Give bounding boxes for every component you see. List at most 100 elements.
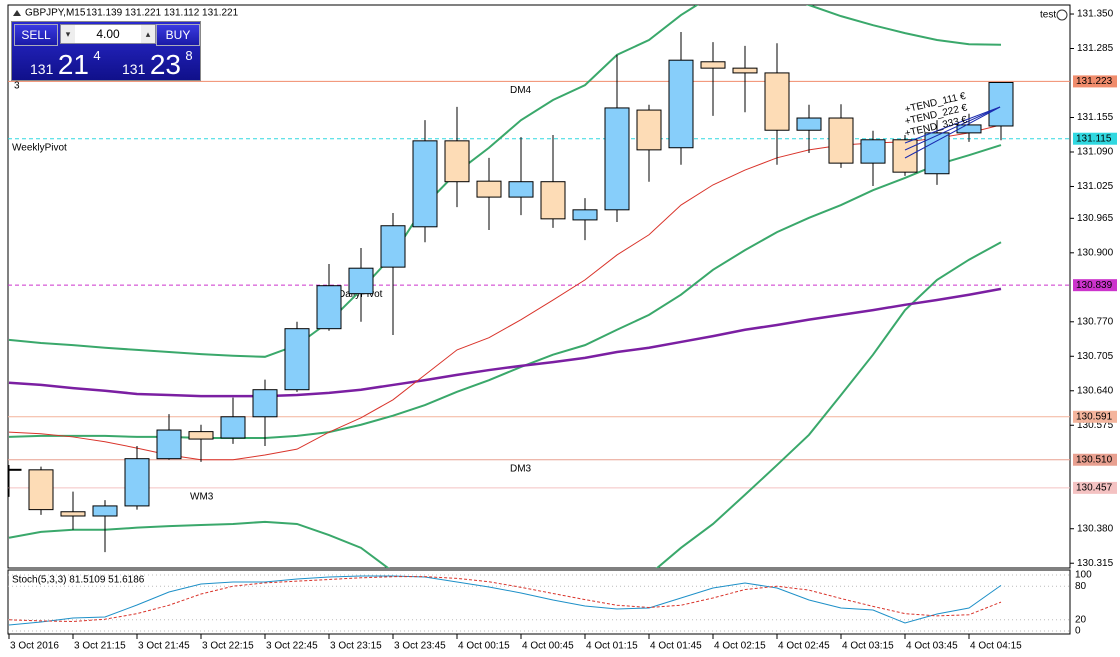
y-tick-label: 130.380	[1077, 523, 1114, 534]
level-label-box	[1073, 75, 1117, 88]
y-tick-label: 131.285	[1077, 43, 1114, 54]
candle-body	[892, 139, 918, 173]
x-tick-label: 3 Oct 21:45	[138, 641, 190, 652]
expert-icon[interactable]	[1056, 9, 1068, 21]
axes: 131.350 131.285 131.155 131.090 131.025 130.9…	[8, 9, 1117, 652]
lot-down[interactable]: ▾	[61, 25, 75, 43]
sell-big-figure: 131	[30, 61, 54, 77]
buy-pips: 23	[149, 49, 181, 80]
level-label-box	[1073, 279, 1117, 292]
sell-price[interactable]: 131 21 4	[30, 48, 101, 81]
candle-body	[188, 431, 214, 440]
x-tick-label: 3 Oct 21:15	[74, 641, 126, 652]
y-tick-label: 100	[1075, 570, 1092, 581]
level-label-box	[1073, 481, 1117, 494]
level-label: 130.591	[1076, 411, 1113, 422]
candle-body	[604, 107, 630, 211]
candle-body	[732, 67, 758, 74]
level-label: 130.457	[1076, 483, 1113, 494]
y-tick-label: 130.315	[1077, 558, 1114, 569]
candle-body	[92, 505, 118, 517]
indicator-line	[8, 5, 1002, 358]
sell-pips: 21	[57, 49, 89, 80]
level-label-box	[1073, 410, 1117, 423]
y-tick-label: 20	[1075, 614, 1087, 625]
x-tick-label: 4 Oct 01:15	[586, 641, 638, 652]
lot-input[interactable]: ▾ 4.00 ▴	[60, 24, 156, 44]
candle-body	[220, 416, 246, 439]
indicator-line	[8, 287, 1002, 398]
buy-point: 8	[185, 48, 193, 63]
candle-body	[796, 117, 822, 131]
level-name: DM4	[510, 85, 532, 96]
candle-body	[348, 267, 374, 295]
y-tick-label: 131.025	[1077, 181, 1114, 192]
trade-panel: SELL ▾ 4.00 ▴ BUY 131 21 4 131 23 8	[11, 21, 201, 81]
candle-body	[828, 117, 854, 164]
candle-body	[988, 81, 1014, 127]
candle-body	[924, 132, 950, 175]
y-tick-label: 131.090	[1077, 147, 1114, 158]
lot-up[interactable]: ▴	[141, 25, 155, 43]
level-label: 130.839	[1076, 280, 1113, 291]
x-tick-label: 4 Oct 00:45	[522, 641, 574, 652]
level-name: WeeklyPivot	[12, 142, 67, 153]
y-tick-label: 131.350	[1077, 9, 1114, 20]
x-tick-label: 4 Oct 02:45	[778, 641, 830, 652]
x-tick-label: 4 Oct 02:15	[714, 641, 766, 652]
sell-button[interactable]: SELL	[14, 24, 58, 46]
y-tick-label: 130.900	[1077, 247, 1114, 258]
y-tick-label: 130.575	[1077, 420, 1114, 431]
candle-body	[284, 328, 310, 391]
candle-body	[380, 225, 406, 268]
level-label: 131.223	[1076, 76, 1113, 87]
level-label-box	[1073, 453, 1117, 466]
main-plot: DM4WeeklyPivotDailyPivotDM3WM3+TEND_111 …	[8, 5, 1070, 568]
candle-body	[636, 109, 662, 151]
candle-body	[412, 140, 438, 228]
candle-body	[508, 181, 534, 198]
y-tick-label: 131.155	[1077, 112, 1114, 123]
buy-price[interactable]: 131 23 8	[122, 48, 193, 81]
y-tick-label: 130.770	[1077, 316, 1114, 327]
symbol: GBPJPY,M15	[25, 8, 86, 19]
x-tick-label: 4 Oct 01:45	[650, 641, 702, 652]
x-tick-label: 3 Oct 23:45	[394, 641, 446, 652]
candle-body	[540, 181, 566, 220]
level-name: DailyPivot	[338, 289, 383, 300]
candle-body	[60, 511, 86, 517]
level-name: DM3	[510, 463, 532, 474]
stoch-line	[8, 576, 1002, 622]
y-tick-label: 130.965	[1077, 213, 1114, 224]
candle-body	[668, 59, 694, 149]
candle-body	[28, 469, 54, 511]
trend-line	[904, 106, 1001, 151]
candle-body	[476, 180, 502, 198]
stoch-plot-frame	[7, 569, 1071, 635]
x-tick-label: 4 Oct 04:15	[970, 641, 1022, 652]
candle-body	[252, 389, 278, 418]
x-tick-label: 3 Oct 23:15	[330, 641, 382, 652]
trend-line	[904, 106, 1001, 144]
lot-value: 4.00	[96, 27, 120, 41]
candle-body	[316, 285, 342, 330]
level-label: 130.510	[1076, 454, 1113, 465]
x-tick-label: 4 Oct 03:45	[906, 641, 958, 652]
y-tick-label: 0	[1075, 626, 1081, 637]
main-plot-frame	[7, 4, 1071, 569]
panel-note: 3	[14, 81, 20, 92]
buy-button[interactable]: BUY	[156, 24, 200, 46]
level-name: WM3	[190, 492, 214, 503]
candle-body	[956, 124, 982, 134]
x-tick-label: 3 Oct 22:45	[266, 641, 318, 652]
stoch-plot	[8, 574, 1070, 632]
indicator-line	[8, 241, 1002, 568]
x-tick-label: 4 Oct 00:15	[458, 641, 510, 652]
x-tick-label: 4 Oct 03:15	[842, 641, 894, 652]
level-label: 131.115	[1076, 133, 1112, 144]
collapse-icon[interactable]	[13, 10, 21, 16]
level-label-box	[1073, 132, 1117, 145]
candle-body	[860, 139, 886, 164]
y-tick-label: 130.640	[1077, 385, 1114, 396]
